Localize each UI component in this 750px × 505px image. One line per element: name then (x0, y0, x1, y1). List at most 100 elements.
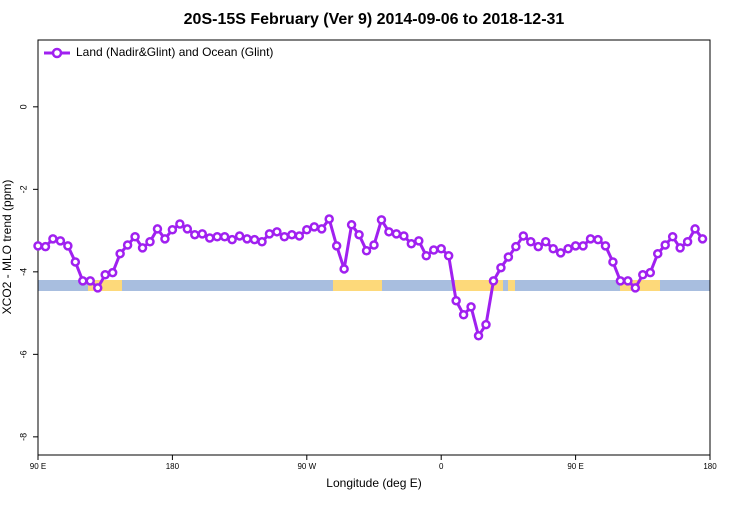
data-point (645, 267, 656, 278)
data-point (197, 229, 208, 239)
data-point (249, 234, 260, 245)
data-point (48, 234, 58, 244)
data-point (55, 236, 66, 246)
data-point (346, 220, 357, 230)
data-point (540, 236, 551, 247)
data-point (563, 243, 573, 254)
data-point (122, 240, 133, 250)
data-point (414, 236, 424, 246)
land-strip (508, 280, 515, 291)
data-point (496, 262, 506, 273)
x-tick-label: 90 E (567, 462, 583, 471)
x-tick-label: 180 (166, 462, 180, 471)
data-point (406, 239, 417, 249)
data-point (167, 225, 178, 235)
data-point (526, 236, 536, 247)
data-point (391, 229, 402, 239)
y-tick-label: -4 (18, 268, 28, 276)
y-axis-label: XCO2 - MLO trend (ppm) (0, 180, 14, 315)
data-point (279, 232, 290, 242)
data-point (242, 234, 252, 244)
data-point (384, 227, 394, 237)
data-point (630, 283, 641, 293)
data-point (458, 309, 469, 320)
y-tick-label: -2 (18, 185, 28, 193)
data-point (697, 234, 708, 244)
data-point (339, 264, 349, 274)
legend-label: Land (Nadir&Glint) and Ocean (Glint) (76, 45, 273, 59)
data-point (234, 231, 245, 241)
data-point (294, 231, 305, 241)
data-point (257, 236, 267, 247)
data-point (608, 257, 618, 267)
data-point (160, 234, 170, 244)
data-point (481, 319, 491, 330)
data-point (272, 227, 282, 237)
data-point (204, 233, 215, 243)
data-point (40, 241, 51, 252)
data-point (555, 248, 566, 258)
data-point (219, 232, 230, 242)
data-point (615, 276, 626, 286)
data-point (85, 276, 96, 286)
data-point (70, 257, 81, 267)
data-point (466, 302, 476, 312)
data-point (488, 276, 499, 286)
data-point (690, 224, 700, 234)
data-point (107, 267, 118, 278)
x-tick-label: 90 E (30, 462, 46, 471)
data-point (682, 236, 693, 247)
data-point (667, 232, 678, 242)
data-point (436, 243, 446, 254)
x-tick-label: 90 W (297, 462, 316, 471)
data-point (421, 251, 432, 261)
data-point (473, 331, 484, 341)
data-point (354, 229, 364, 240)
data-point (137, 243, 148, 253)
data-point (578, 241, 588, 251)
data-point (78, 276, 88, 286)
x-tick-label: 180 (703, 462, 717, 471)
data-point (503, 252, 514, 262)
land-strip (333, 280, 382, 291)
data-point (533, 241, 544, 252)
data-point (316, 224, 327, 234)
data-point (182, 224, 193, 234)
data-point (399, 231, 409, 241)
data-point (331, 241, 342, 251)
data-point (324, 214, 334, 224)
data-point (145, 236, 155, 247)
x-tick-label: 0 (439, 462, 444, 471)
data-point (152, 224, 163, 234)
data-point (302, 225, 312, 235)
data-point (600, 241, 611, 251)
y-tick-label: -6 (18, 350, 28, 358)
x-axis-label: Longitude (deg E) (326, 476, 421, 490)
land-strip (455, 280, 503, 291)
data-point (675, 243, 685, 253)
data-point (175, 219, 185, 229)
data-point (511, 241, 521, 252)
data-point (451, 295, 461, 306)
data-point (309, 222, 320, 232)
data-point (264, 229, 275, 239)
data-point (443, 251, 454, 261)
data-point (227, 234, 237, 245)
data-point (361, 246, 372, 256)
y-tick-label: -8 (18, 433, 28, 441)
data-point (63, 241, 73, 251)
data-point (585, 234, 596, 244)
data-point (190, 229, 200, 240)
chart-title: 20S-15S February (Ver 9) 2014-09-06 to 2… (184, 11, 565, 28)
data-point (33, 241, 43, 251)
data-point (593, 234, 603, 245)
data-point (130, 232, 140, 242)
data-point (92, 283, 103, 293)
data-point (115, 248, 125, 259)
data-point (548, 243, 558, 254)
data-point (369, 240, 379, 250)
data-point (570, 241, 581, 251)
surface-strip (38, 280, 710, 291)
data-point (376, 215, 387, 225)
